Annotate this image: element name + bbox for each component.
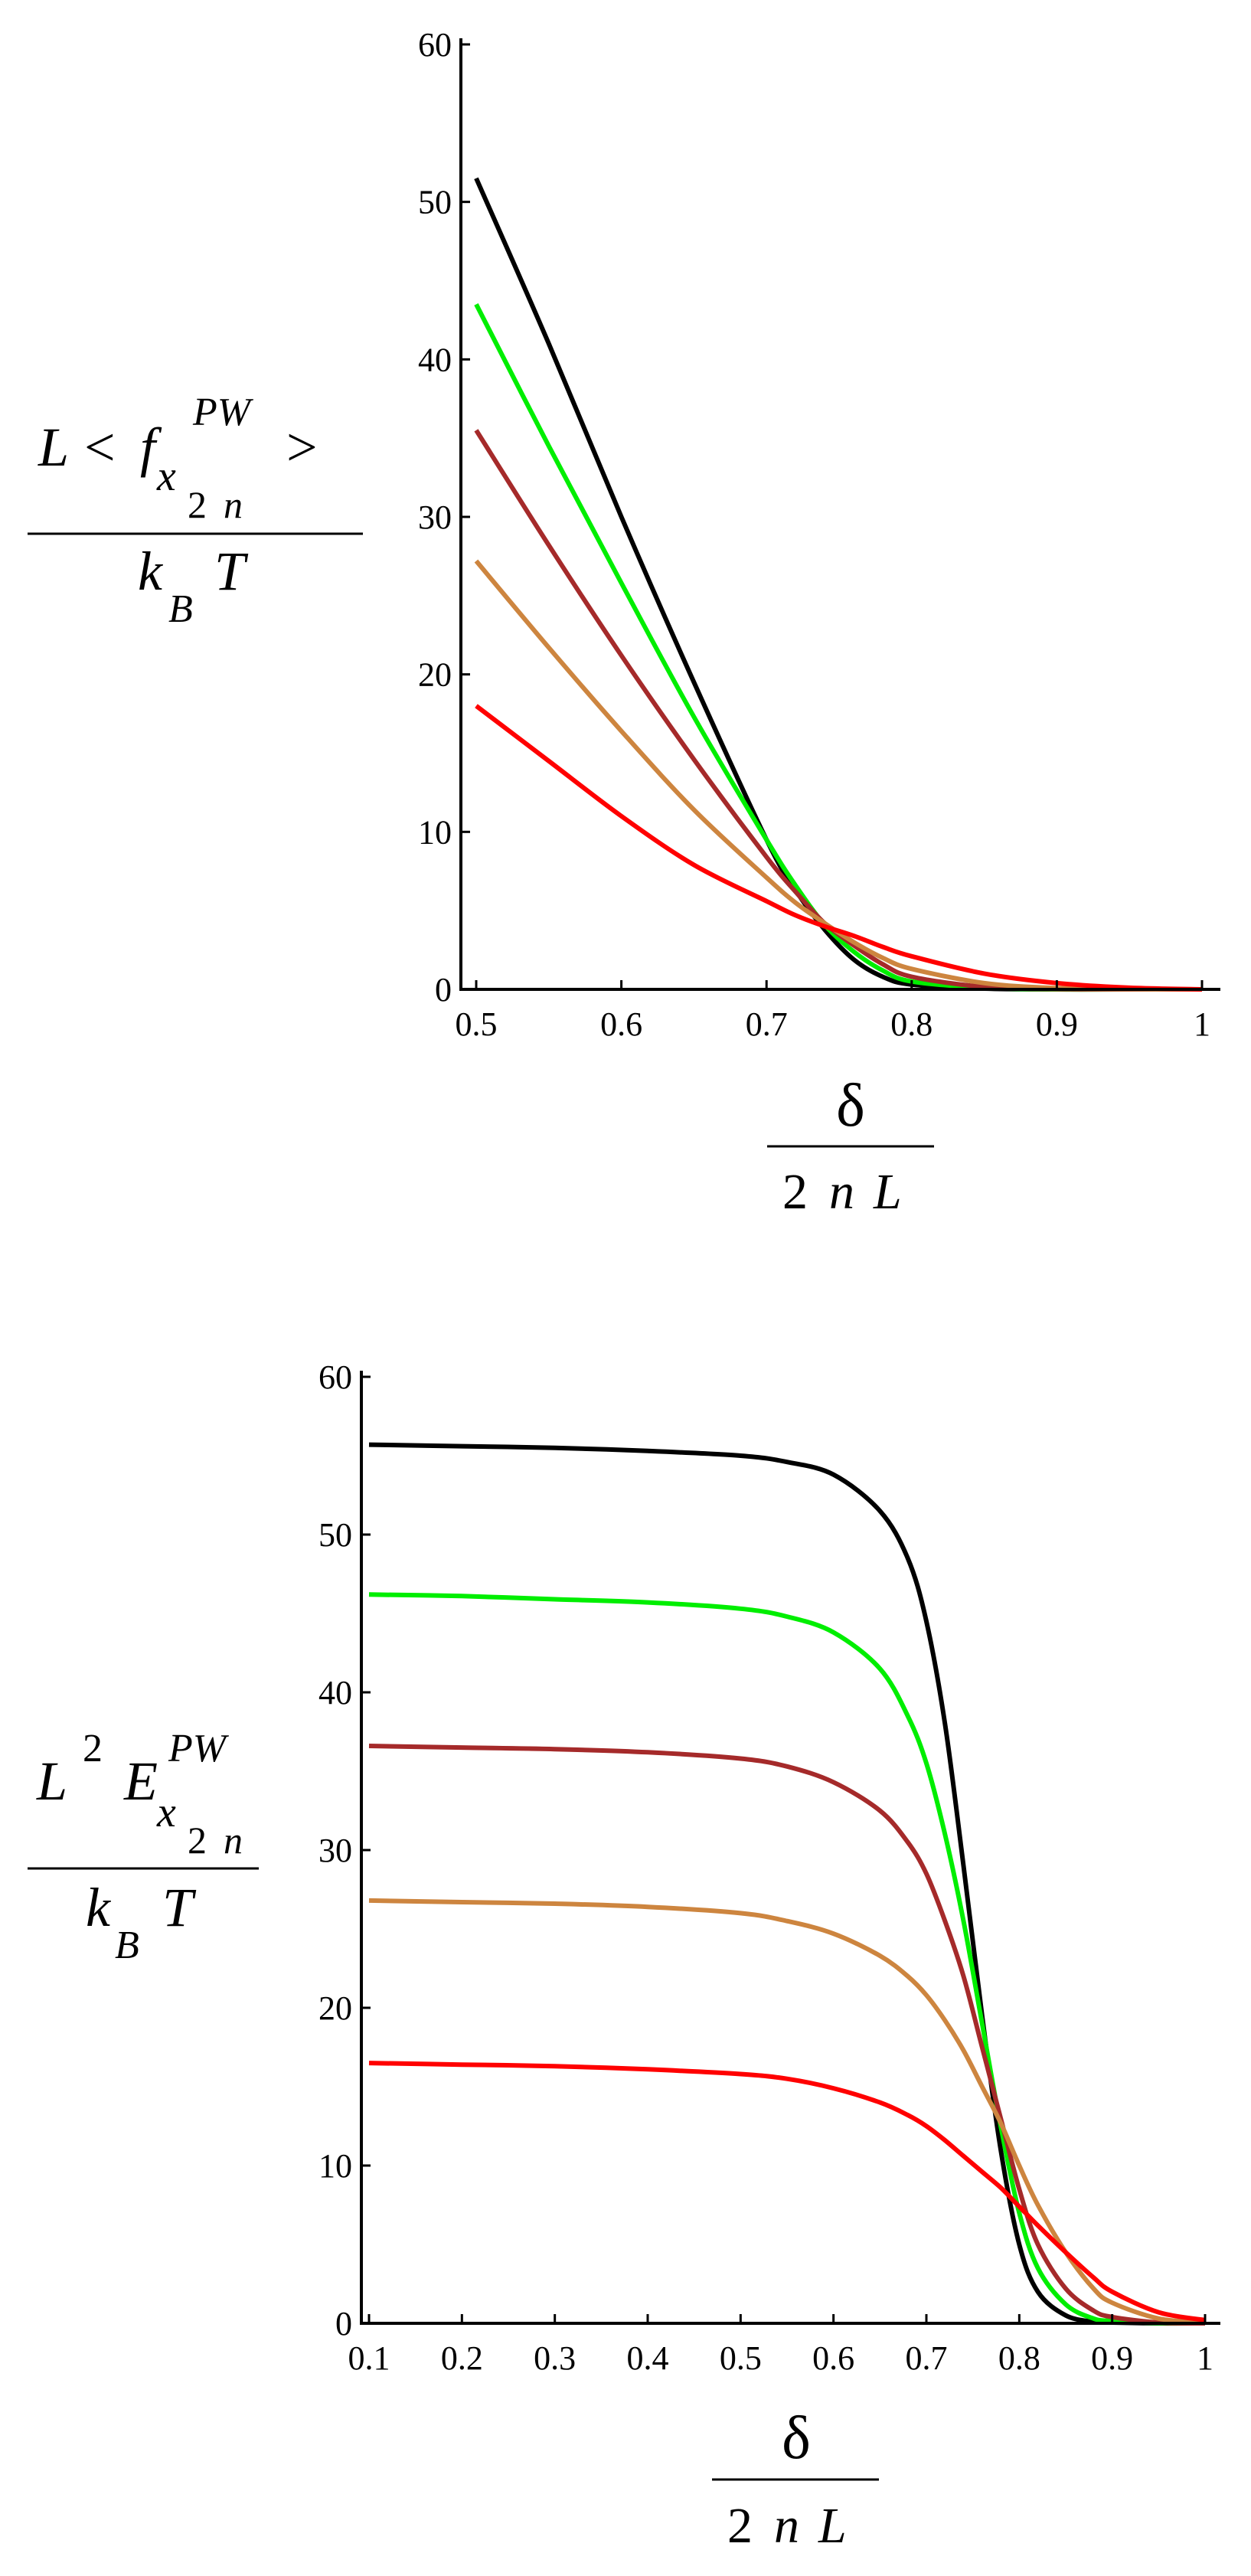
- x-tick-label: 0.7: [906, 2339, 948, 2377]
- p1-ylabel-B: B: [168, 587, 193, 631]
- series-line-5: [368, 2061, 1206, 2323]
- p2-ylabel-x: x: [156, 1789, 176, 1836]
- plot-2-y-ticks: 0 10 20 30 40 50 60: [318, 1358, 371, 2342]
- y-tick-label: 50: [318, 1516, 352, 1554]
- x-tick-label: 0.8: [890, 1005, 933, 1043]
- svg-text:2 n L: 2 n L: [782, 1164, 902, 1220]
- y-tick-label: 10: [418, 813, 452, 851]
- x-tick-label: 0.6: [600, 1005, 642, 1043]
- y-tick-label: 20: [318, 1989, 352, 2027]
- y-tick-label: 10: [318, 2147, 352, 2185]
- x-tick-label: 0.9: [1091, 2339, 1133, 2377]
- p1-xlabel-2: 2: [782, 1164, 808, 1220]
- p1-ylabel-lt: <: [84, 417, 116, 478]
- series-line-1: [368, 1442, 1206, 2326]
- svg-text:2 n: 2 n: [188, 483, 243, 526]
- x-tick-label: 0.5: [456, 1005, 498, 1043]
- p1-ylabel-gt: >: [286, 417, 318, 478]
- p1-ylabel-T: T: [214, 541, 249, 602]
- series-line-2: [474, 303, 1202, 992]
- x-tick-label: 0.7: [746, 1005, 788, 1043]
- svg-text:2 n: 2 n: [188, 1819, 243, 1862]
- p2-xlabel-n: n: [774, 2498, 799, 2554]
- x-tick-label: 1: [1197, 2339, 1213, 2377]
- series-line-4: [368, 1898, 1206, 2325]
- x-tick-label: 0.5: [720, 2339, 762, 2377]
- y-tick-label: 30: [318, 1832, 352, 1869]
- plot-2-y-label: L 2 E PW x 2 n k B T: [28, 1727, 259, 1967]
- plot-1-x-ticks: 0.5 0.6 0.7 0.8 0.9 1: [456, 980, 1210, 1043]
- plot-2-x-label: δ 2 n L: [712, 2404, 879, 2554]
- y-tick-label: 60: [318, 1358, 352, 1396]
- p1-ylabel-sub2: 2: [188, 483, 207, 526]
- series-line-4: [474, 559, 1203, 992]
- p1-ylabel-L: L: [38, 417, 69, 478]
- y-tick-label: 0: [435, 971, 452, 1008]
- svg-text:L < f: L < f >: [38, 417, 318, 478]
- svg-text:2 n L: 2 n L: [727, 2498, 847, 2554]
- plot-1-curves: [474, 177, 1203, 992]
- x-tick-label: 0.9: [1036, 1005, 1078, 1043]
- p2-ylabel-k: k: [86, 1877, 112, 1938]
- p1-xlabel-L: L: [873, 1164, 902, 1220]
- series-line-3: [368, 1744, 1206, 2326]
- x-tick-label: 1: [1194, 1005, 1210, 1043]
- p1-xlabel-delta: δ: [836, 1072, 865, 1139]
- p2-ylabel-sup2: 2: [83, 1727, 103, 1770]
- x-tick-label: 0.6: [812, 2339, 854, 2377]
- p1-ylabel-sup: PW: [192, 391, 254, 434]
- p2-ylabel-sup: PW: [168, 1727, 230, 1770]
- p2-ylabel-T: T: [162, 1877, 197, 1938]
- p2-xlabel-2: 2: [727, 2498, 753, 2554]
- p1-xlabel-n: n: [829, 1164, 854, 1220]
- p2-ylabel-sub2: 2: [188, 1819, 207, 1862]
- y-tick-label: 60: [418, 26, 452, 64]
- series-line-2: [368, 1592, 1206, 2326]
- plot-2-curves: [368, 1442, 1206, 2326]
- plot-1: 0 10 20 30 40 50 60 0.5 0.6 0.7 0.8 0.9 1 L < f > P…: [28, 26, 1220, 1220]
- x-tick-label: 0.4: [627, 2339, 669, 2377]
- y-tick-label: 40: [318, 1674, 352, 1711]
- p1-ylabel-k: k: [138, 541, 164, 602]
- y-tick-label: 0: [335, 2305, 352, 2342]
- y-tick-label: 20: [418, 656, 452, 694]
- x-tick-label: 0.2: [441, 2339, 483, 2377]
- plot-1-y-label: L < f > PW x 2 n k B T: [28, 391, 363, 631]
- p2-ylabel-L: L: [36, 1751, 67, 1812]
- p2-ylabel-subn: n: [224, 1819, 243, 1862]
- y-tick-label: 50: [418, 184, 452, 221]
- p2-xlabel-L: L: [818, 2498, 847, 2554]
- plot-2-x-ticks: 0.1 0.2 0.3 0.4 0.5 0.6 0.7 0.8 0.9 1: [348, 2314, 1213, 2377]
- plot-1-x-label: δ 2 n L: [767, 1072, 934, 1220]
- p2-ylabel-E: E: [123, 1751, 158, 1812]
- series-line-1: [474, 177, 1202, 992]
- y-tick-label: 40: [418, 341, 452, 378]
- p2-xlabel-delta: δ: [782, 2404, 811, 2472]
- p1-ylabel-subn: n: [224, 483, 243, 526]
- x-tick-label: 0.8: [998, 2339, 1040, 2377]
- x-tick-label: 0.3: [534, 2339, 576, 2377]
- y-tick-label: 30: [418, 499, 452, 536]
- p1-ylabel-x: x: [156, 453, 176, 500]
- p2-ylabel-B: B: [115, 1924, 139, 1967]
- plot-1-y-ticks: 0 10 20 30 40 50 60: [418, 26, 470, 1008]
- x-tick-label: 0.1: [348, 2339, 390, 2377]
